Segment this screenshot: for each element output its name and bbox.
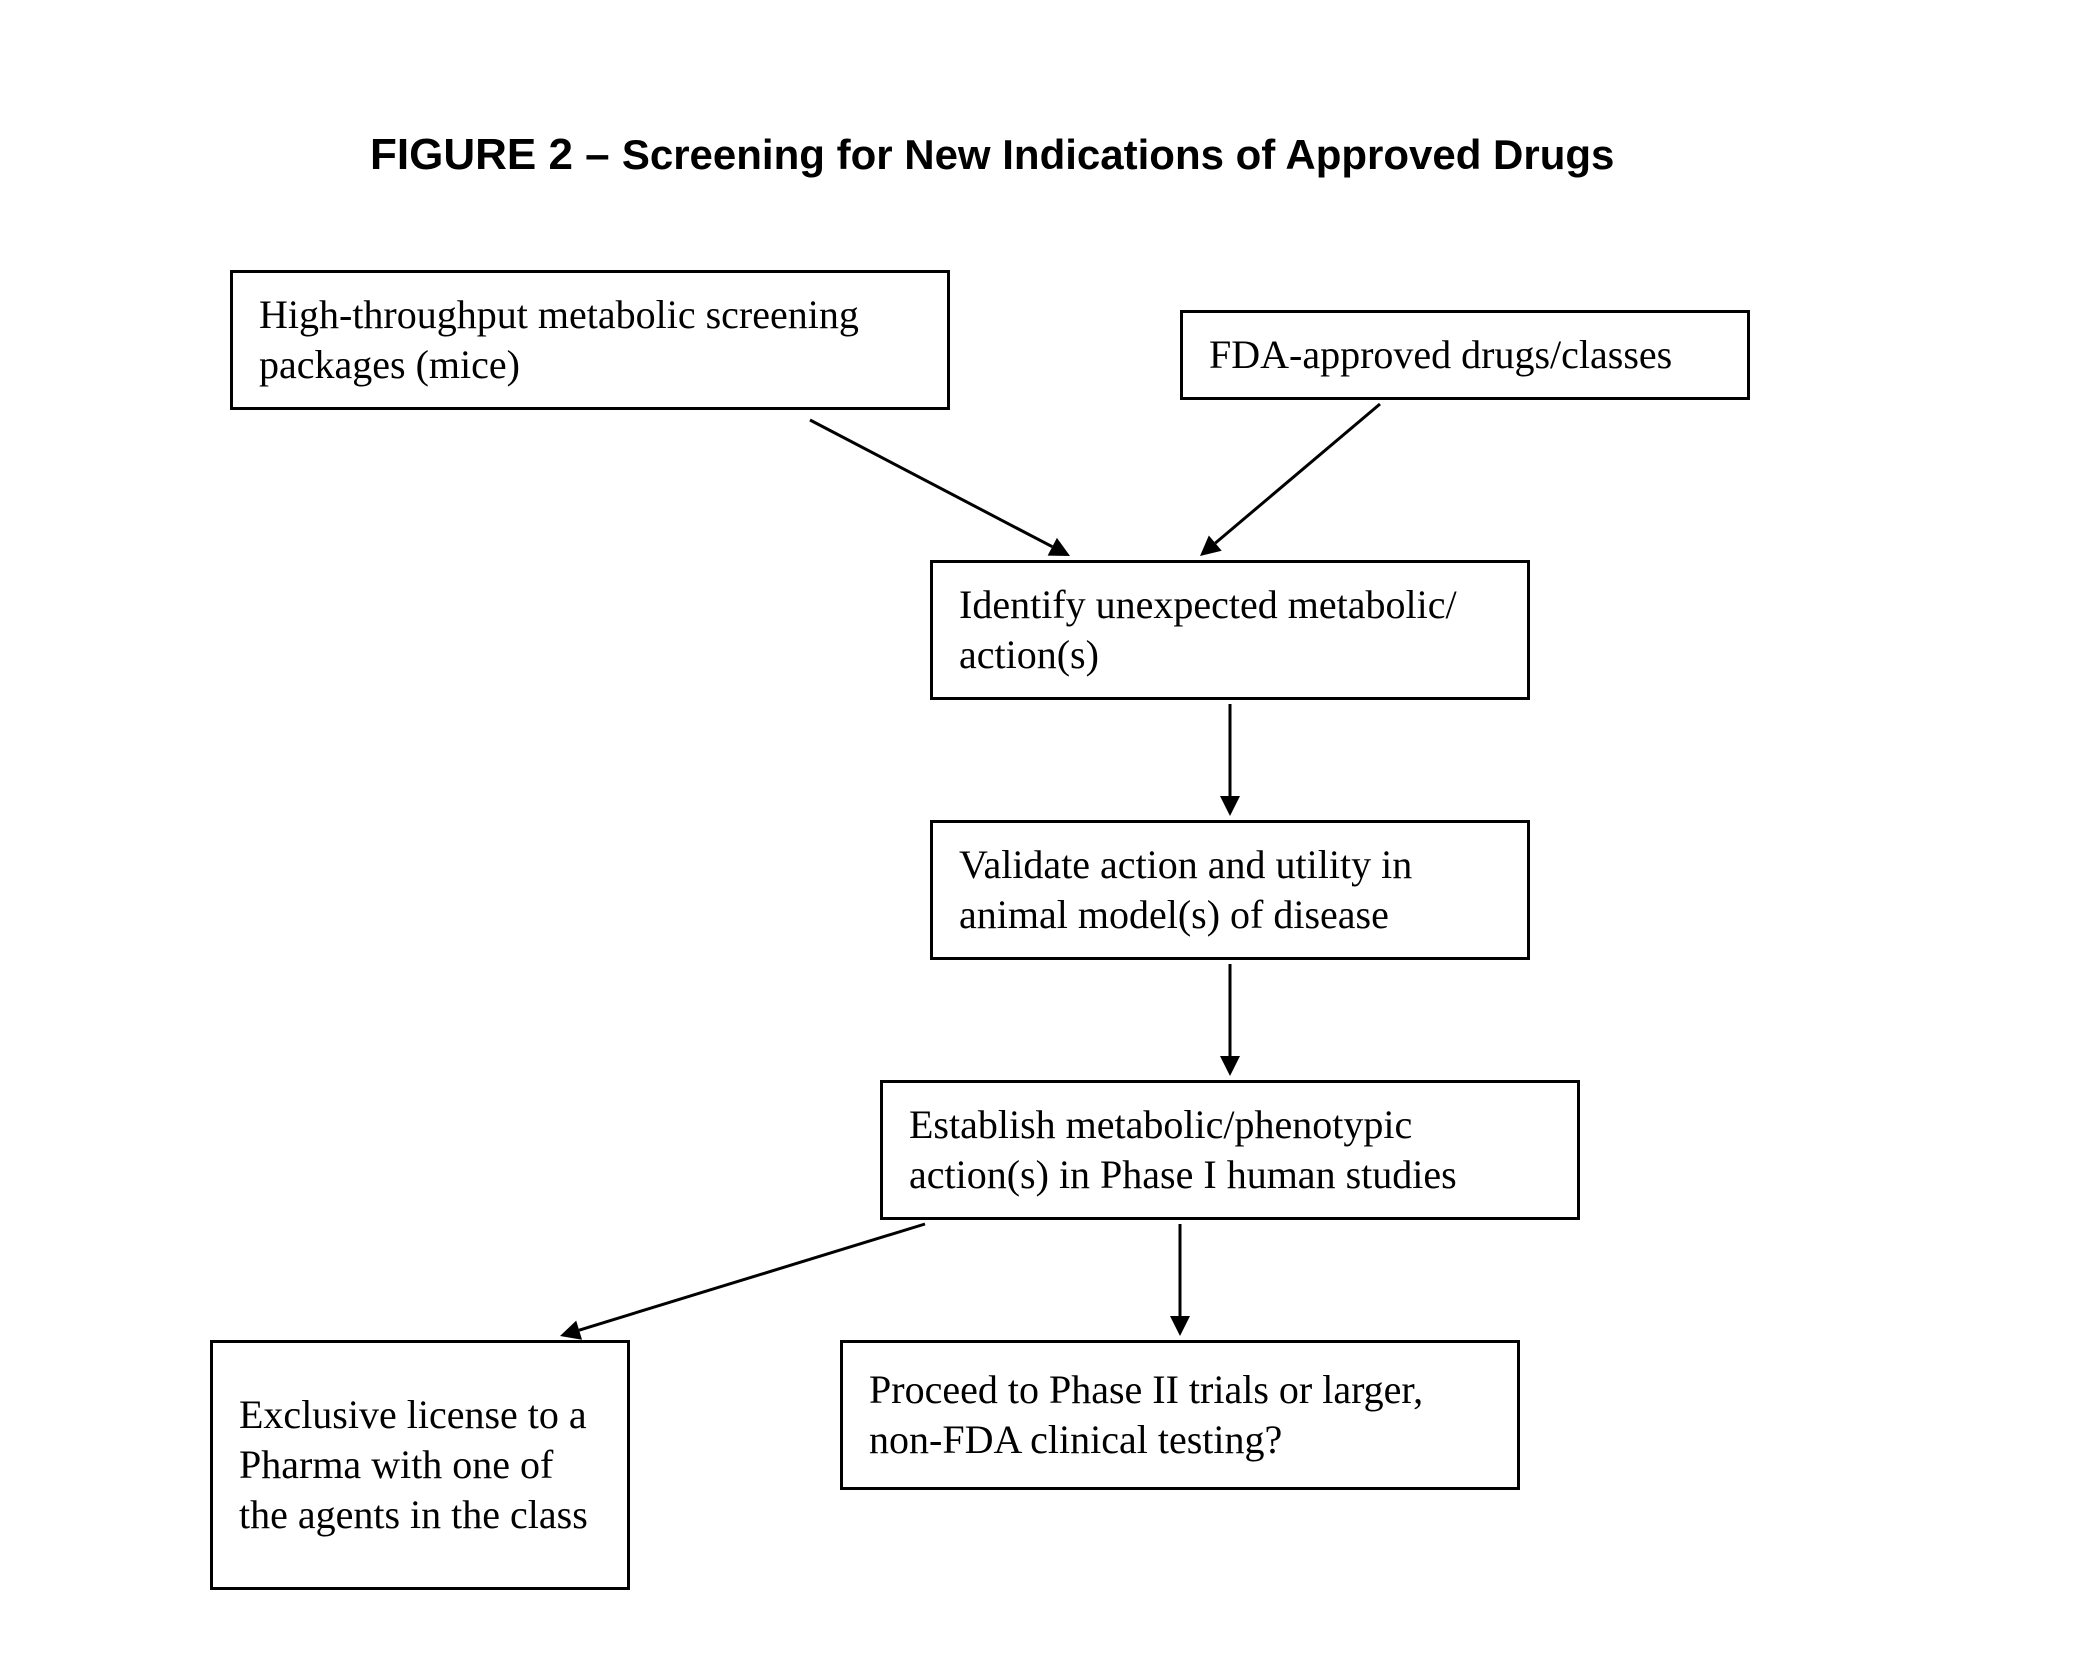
node-label: Proceed to Phase II trials or larger, no… bbox=[869, 1365, 1491, 1465]
node-label: Identify unexpected metabolic/ action(s) bbox=[959, 580, 1501, 680]
node-label: Exclusive license to a Pharma with one o… bbox=[239, 1390, 601, 1540]
node-label: Establish metabolic/phenotypic action(s)… bbox=[909, 1100, 1551, 1200]
node-screening-packages: High-throughput metabolic screening pack… bbox=[230, 270, 950, 410]
node-phase1-studies: Establish metabolic/phenotypic action(s)… bbox=[880, 1080, 1580, 1220]
node-label: High-throughput metabolic screening pack… bbox=[259, 290, 921, 390]
node-label: Validate action and utility in animal mo… bbox=[959, 840, 1501, 940]
node-identify-action: Identify unexpected metabolic/ action(s) bbox=[930, 560, 1530, 700]
node-phase2-question: Proceed to Phase II trials or larger, no… bbox=[840, 1340, 1520, 1490]
node-validate-action: Validate action and utility in animal mo… bbox=[930, 820, 1530, 960]
flowchart-canvas: FIGURE 2 – Screening for New Indications… bbox=[0, 0, 2074, 1658]
node-exclusive-license: Exclusive license to a Pharma with one o… bbox=[210, 1340, 630, 1590]
node-fda-approved-drugs: FDA-approved drugs/classes bbox=[1180, 310, 1750, 400]
node-label: FDA-approved drugs/classes bbox=[1209, 330, 1721, 380]
